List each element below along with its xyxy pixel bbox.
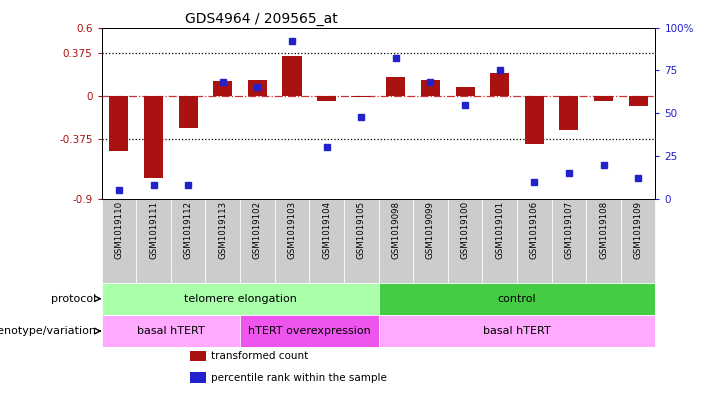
Bar (586, 199, 621, 283)
Text: hTERT overexpression: hTERT overexpression (248, 326, 371, 336)
Bar (190, 372, 206, 383)
Bar (456, 87, 475, 96)
Text: GSM1019111: GSM1019111 (149, 201, 158, 259)
Text: GSM1019100: GSM1019100 (461, 201, 470, 259)
Bar (283, 56, 301, 96)
Text: GSM1019101: GSM1019101 (495, 201, 504, 259)
Bar (248, 80, 267, 96)
Text: genotype/variation: genotype/variation (0, 326, 96, 336)
Text: GSM1019098: GSM1019098 (391, 201, 400, 259)
Text: GSM1019105: GSM1019105 (357, 201, 366, 259)
Bar (309, 199, 344, 283)
Bar (559, 96, 578, 130)
Bar (552, 199, 586, 283)
Bar (421, 80, 440, 96)
Text: GSM1019109: GSM1019109 (634, 201, 643, 259)
Text: telomere elongation: telomere elongation (184, 294, 297, 304)
Bar (621, 199, 655, 283)
Text: basal hTERT: basal hTERT (483, 326, 551, 336)
Bar (386, 77, 405, 96)
Text: protocol: protocol (51, 294, 96, 304)
Text: GSM1019108: GSM1019108 (599, 201, 608, 259)
Bar (629, 96, 648, 106)
Bar (379, 315, 655, 347)
Bar (275, 199, 309, 283)
Bar (144, 96, 163, 178)
Bar (413, 199, 448, 283)
Text: basal hTERT: basal hTERT (137, 326, 205, 336)
Bar (240, 315, 379, 347)
Bar (352, 96, 371, 97)
Bar (594, 96, 613, 101)
Bar (240, 199, 275, 283)
Bar (517, 199, 552, 283)
Bar (205, 199, 240, 283)
Text: transformed count: transformed count (211, 351, 308, 361)
Bar (179, 96, 198, 128)
Bar (317, 96, 336, 101)
Text: GSM1019113: GSM1019113 (218, 201, 227, 259)
Bar (102, 283, 379, 315)
Text: GSM1019107: GSM1019107 (564, 201, 573, 259)
Bar (482, 199, 517, 283)
Bar (109, 96, 128, 151)
Text: GSM1019099: GSM1019099 (426, 201, 435, 259)
Bar (490, 73, 509, 96)
Bar (102, 315, 240, 347)
Text: GSM1019106: GSM1019106 (530, 201, 539, 259)
Bar (525, 96, 544, 144)
Bar (102, 199, 136, 283)
Text: GSM1019103: GSM1019103 (287, 201, 297, 259)
Text: GSM1019112: GSM1019112 (184, 201, 193, 259)
Text: GSM1019110: GSM1019110 (114, 201, 123, 259)
Bar (379, 283, 655, 315)
Text: GDS4964 / 209565_at: GDS4964 / 209565_at (185, 13, 337, 26)
Text: GSM1019102: GSM1019102 (253, 201, 262, 259)
Bar (213, 81, 232, 96)
Text: percentile rank within the sample: percentile rank within the sample (211, 373, 387, 383)
Text: GSM1019104: GSM1019104 (322, 201, 331, 259)
Bar (171, 199, 205, 283)
Text: control: control (498, 294, 536, 304)
Bar (379, 199, 413, 283)
Bar (344, 199, 379, 283)
Bar (136, 199, 171, 283)
Bar (190, 351, 206, 362)
Bar (448, 199, 482, 283)
